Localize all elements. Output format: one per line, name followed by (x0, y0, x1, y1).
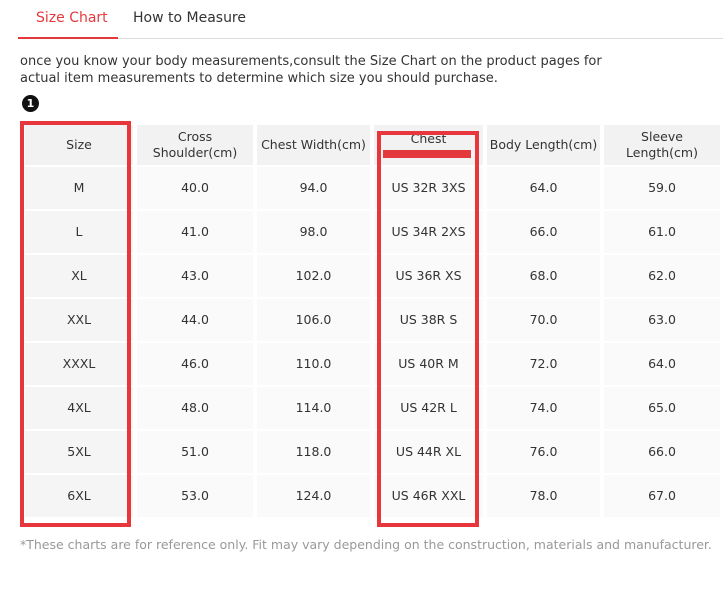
header-cell: Chest Width(cm) (257, 125, 370, 165)
table-cell: 48.0 (137, 387, 253, 429)
table-cell: 64.0 (604, 343, 720, 385)
tab-divider (18, 38, 723, 39)
table-cell: 61.0 (604, 211, 720, 253)
table-cell: 66.0 (604, 431, 720, 473)
redaction-bar (383, 150, 471, 158)
intro-text: once you know your body measurements,con… (20, 54, 602, 86)
table-cell: 124.0 (257, 475, 370, 517)
table-cell: 110.0 (257, 343, 370, 385)
table-cell: L (25, 211, 133, 253)
table-cell: US 32R 3XS (374, 167, 483, 209)
table-cell: 63.0 (604, 299, 720, 341)
step-badge: 1 (22, 95, 39, 112)
highlight-box (20, 121, 131, 527)
table-cell: US 38R S (374, 299, 483, 341)
table-cell: 70.0 (487, 299, 600, 341)
table-cell: 53.0 (137, 475, 253, 517)
table-cell: US 42R L (374, 387, 483, 429)
table-cell: 102.0 (257, 255, 370, 297)
table-cell: 106.0 (257, 299, 370, 341)
table-cell: 67.0 (604, 475, 720, 517)
table-cell: US 40R M (374, 343, 483, 385)
table-cell: 98.0 (257, 211, 370, 253)
table-cell: 59.0 (604, 167, 720, 209)
tab-active[interactable]: Size Chart (36, 10, 108, 26)
table-cell: 40.0 (137, 167, 253, 209)
table-cell: 46.0 (137, 343, 253, 385)
table-cell: 65.0 (604, 387, 720, 429)
header-cell: Size (25, 125, 133, 165)
header-cell: Body Length(cm) (487, 125, 600, 165)
footnote: *These charts are for reference only. Fi… (20, 537, 712, 552)
table-cell: 66.0 (487, 211, 600, 253)
table-cell: 94.0 (257, 167, 370, 209)
table-cell: XXL (25, 299, 133, 341)
table-cell: US 34R 2XS (374, 211, 483, 253)
table-cell: XL (25, 255, 133, 297)
table-cell: 64.0 (487, 167, 600, 209)
highlight-box (377, 131, 479, 527)
table-cell: 72.0 (487, 343, 600, 385)
table-cell: 76.0 (487, 431, 600, 473)
table-cell: 118.0 (257, 431, 370, 473)
table-cell: XXXL (25, 343, 133, 385)
table-cell: US 44R XL (374, 431, 483, 473)
table-cell: 68.0 (487, 255, 600, 297)
table-cell: 6XL (25, 475, 133, 517)
table-cell: 74.0 (487, 387, 600, 429)
table-cell: 51.0 (137, 431, 253, 473)
table-cell: 5XL (25, 431, 133, 473)
table-cell: US 36R XS (374, 255, 483, 297)
header-cell: Cross Shoulder(cm) (137, 125, 253, 165)
table-cell: 41.0 (137, 211, 253, 253)
table-cell: 4XL (25, 387, 133, 429)
table-cell: 44.0 (137, 299, 253, 341)
table-cell: 43.0 (137, 255, 253, 297)
tab-underline (18, 37, 118, 39)
table-cell: US 46R XXL (374, 475, 483, 517)
table-cell: M (25, 167, 133, 209)
header-cell: Sleeve Length(cm) (604, 125, 720, 165)
table-cell: 114.0 (257, 387, 370, 429)
tab[interactable]: How to Measure (133, 10, 246, 26)
table-cell: 62.0 (604, 255, 720, 297)
table-cell: 78.0 (487, 475, 600, 517)
